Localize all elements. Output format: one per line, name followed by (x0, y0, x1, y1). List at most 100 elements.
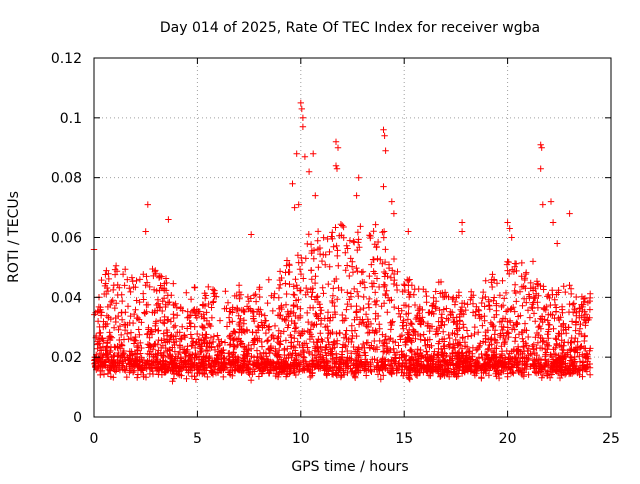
data-point (235, 282, 243, 289)
data-point (150, 342, 157, 350)
data-point (399, 288, 406, 295)
data-point (216, 342, 223, 349)
data-point (136, 331, 143, 338)
data-point (143, 273, 150, 280)
data-point (485, 345, 492, 352)
data-point (346, 272, 353, 280)
data-point (292, 357, 299, 364)
data-point (351, 239, 358, 246)
data-point (446, 334, 453, 342)
data-point (372, 346, 379, 353)
data-point (496, 333, 504, 341)
data-point (324, 235, 331, 243)
data-point (115, 364, 122, 372)
data-point (335, 262, 342, 269)
data-point (433, 363, 441, 370)
data-point (417, 317, 424, 324)
data-point (141, 309, 148, 316)
data-point (462, 366, 470, 374)
data-point (368, 261, 375, 268)
data-point (380, 268, 388, 276)
data-point (492, 337, 499, 344)
data-point (488, 321, 496, 328)
data-point (360, 340, 367, 348)
data-point (320, 234, 327, 241)
data-point (452, 336, 459, 344)
data-point (577, 320, 584, 328)
data-point (424, 322, 432, 329)
data-points (90, 99, 594, 385)
data-point (370, 228, 377, 235)
data-point (546, 321, 553, 329)
data-point (103, 290, 110, 298)
data-point (478, 299, 485, 307)
data-point (387, 319, 394, 326)
data-point (136, 298, 143, 306)
data-point (110, 286, 117, 294)
data-point (395, 360, 403, 368)
data-point (241, 355, 248, 363)
data-point (286, 281, 293, 288)
data-point (373, 328, 380, 336)
data-point (361, 284, 369, 291)
data-point (483, 352, 490, 359)
data-point (544, 317, 551, 324)
data-point (460, 321, 467, 328)
data-point (552, 308, 560, 315)
data-point (338, 232, 345, 239)
data-point (398, 348, 405, 355)
data-point (150, 272, 157, 280)
data-point (119, 297, 126, 305)
data-point (386, 297, 393, 304)
data-point (559, 309, 566, 316)
data-point (109, 297, 116, 304)
data-point (344, 300, 351, 308)
data-point (262, 350, 270, 357)
data-point (180, 364, 187, 371)
data-point (512, 334, 519, 341)
data-point (160, 295, 168, 302)
data-point (123, 373, 130, 381)
data-point (469, 300, 477, 307)
data-point (339, 341, 347, 348)
data-point (371, 355, 378, 363)
data-point (523, 327, 530, 334)
data-point (94, 345, 101, 352)
data-point (529, 343, 536, 350)
data-point (395, 342, 402, 349)
data-point (507, 319, 514, 326)
data-point (537, 165, 544, 172)
data-point (430, 352, 437, 359)
data-point (407, 365, 414, 372)
data-point (156, 273, 164, 280)
data-point (488, 347, 496, 355)
data-point (439, 289, 446, 297)
data-point (537, 141, 544, 148)
data-point (416, 369, 423, 376)
data-point (553, 364, 560, 372)
data-point (119, 366, 127, 373)
data-point (343, 242, 350, 249)
data-point (319, 284, 326, 291)
data-point (560, 320, 567, 327)
data-point (338, 351, 345, 358)
data-point (350, 238, 357, 245)
data-point (134, 363, 141, 370)
data-point (330, 285, 337, 292)
data-point (104, 303, 112, 311)
data-point (385, 336, 393, 343)
data-point (170, 301, 178, 309)
data-point (289, 349, 296, 357)
data-point (570, 356, 578, 363)
data-point (308, 276, 315, 283)
data-point (344, 369, 351, 377)
data-point (166, 336, 173, 343)
data-point (356, 352, 363, 359)
data-point (560, 283, 567, 290)
data-point (532, 318, 539, 325)
data-point (414, 346, 421, 353)
data-point (159, 298, 166, 305)
data-point (118, 309, 125, 316)
data-point (315, 365, 322, 372)
data-point (234, 365, 242, 373)
